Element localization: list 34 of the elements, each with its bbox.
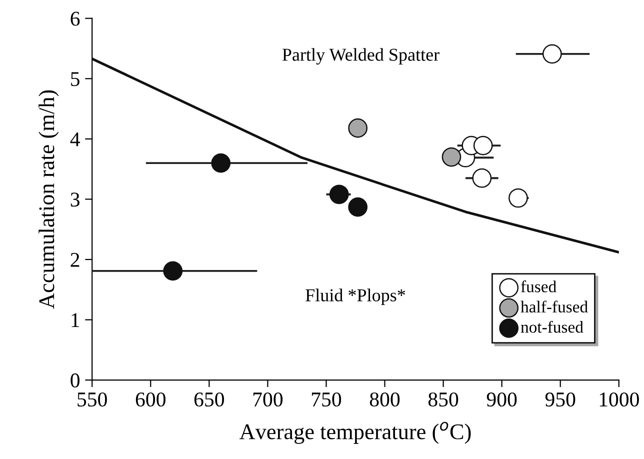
point [542, 44, 562, 64]
x-tick-label: 750 [312, 392, 342, 407]
y-tick-label: 1 [72, 313, 80, 327]
y-axis-title: Accumulation rate (m/h) [38, 90, 59, 309]
point [473, 136, 493, 156]
legend-label: fused [521, 280, 556, 292]
point [348, 118, 368, 138]
x-axis-title: Average temperature ($^{o}$C) [239, 422, 471, 444]
y-tick-label: 5 [71, 72, 80, 86]
point [442, 147, 462, 167]
x-tick-label: 950 [545, 392, 576, 407]
y-tick-label: 2 [70, 252, 80, 267]
y-tick-label: 4 [70, 132, 80, 146]
legend-label: half-fused [520, 300, 588, 313]
annotation: Partly Welded Spatter [282, 48, 440, 65]
point [211, 153, 231, 173]
point [329, 184, 349, 204]
x-tick-label: 1000 [600, 392, 639, 407]
x-tick-label: 900 [486, 392, 517, 407]
y-tick-label: 0 [70, 373, 80, 388]
x-tick-label: 600 [136, 392, 166, 407]
x-tick-label: 800 [370, 392, 400, 407]
x-tick-label: 700 [253, 392, 283, 407]
x-tick-label: 650 [194, 392, 224, 407]
point [348, 197, 368, 217]
x-tick-label: 850 [428, 392, 458, 407]
point [163, 261, 183, 281]
point [508, 188, 528, 208]
y-tick-label: 3 [70, 192, 80, 207]
annotation: Fluid *Plops* [306, 288, 406, 306]
y-tick-label: 6 [70, 12, 80, 26]
x-tick-label: 550 [78, 392, 107, 407]
point [472, 168, 492, 188]
legend-label: not-fused [520, 320, 584, 333]
